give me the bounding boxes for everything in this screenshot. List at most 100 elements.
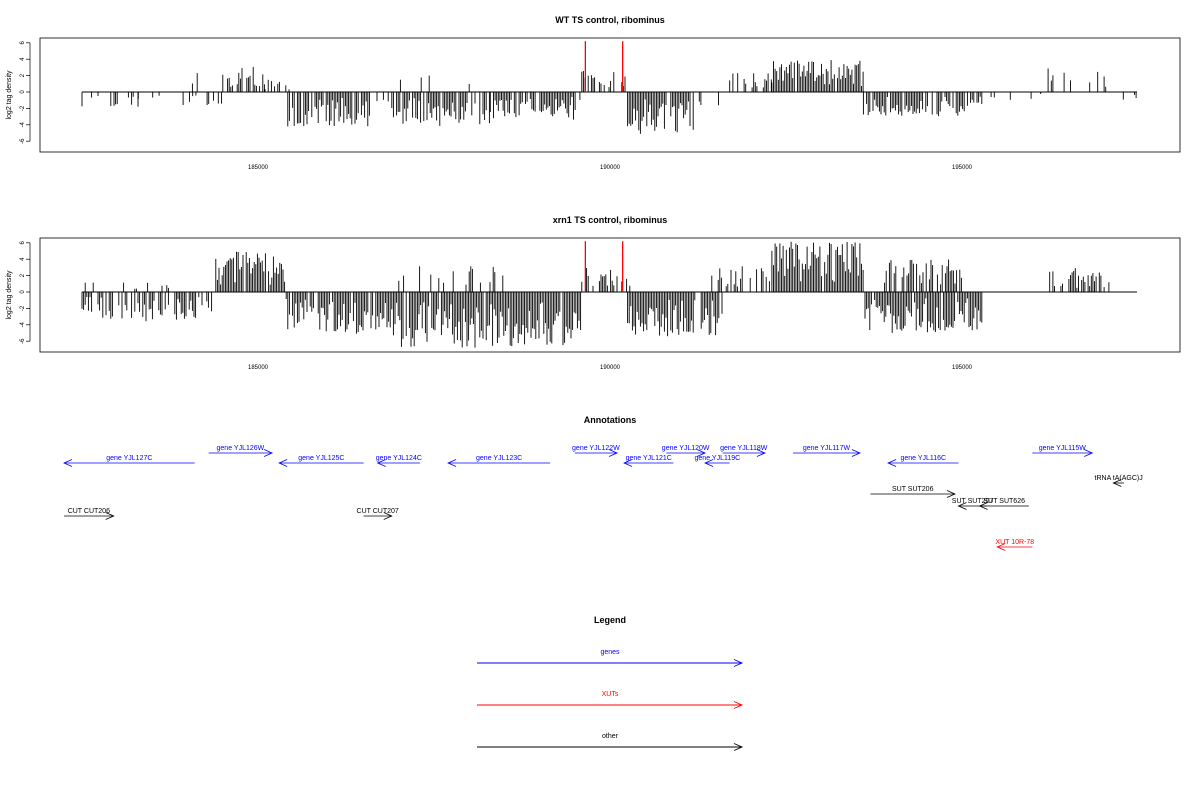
feature-label: gene YJL124C — [376, 455, 422, 462]
y-tick-label: -6 — [20, 138, 26, 144]
arrow-head-icon — [733, 659, 744, 667]
feature-label: gene YJL117W — [803, 445, 851, 452]
x-tick-label: 185000 — [248, 165, 269, 171]
x-tick-label: 195000 — [952, 165, 973, 171]
y-tick-label: 0 — [20, 90, 26, 94]
panel-wt-yaxis: 6 4 2 0 -2 -4 -6 — [20, 40, 31, 144]
feature-label: gene YJL120W — [662, 445, 710, 452]
y-tick-label: 0 — [20, 290, 26, 294]
panel-xrn1-xaxis: 185000 190000 195000 — [248, 365, 973, 371]
legend-entry: XUTs — [477, 691, 744, 709]
annotation-feature: SUT SUT626 — [978, 498, 1029, 510]
feature-label: tRNA tA(AGC)J — [1095, 475, 1143, 482]
annotation-feature: gene YJL118W — [720, 445, 768, 457]
annotation-feature: gene YJL117W — [793, 445, 861, 457]
feature-label: gene YJL125C — [298, 455, 344, 462]
x-tick-label: 190000 — [600, 165, 621, 171]
annotation-feature: gene YJL115W — [1032, 445, 1094, 457]
arrow-head-icon — [1112, 479, 1122, 487]
panel-xrn1-frame — [39, 237, 1181, 353]
feature-label: SUT SUT626 — [983, 498, 1025, 505]
panel-xrn1: xrn1 TS control, ribominus log2 tag dens… — [6, 215, 1181, 371]
feature-label: SUT SUT207 — [952, 498, 994, 505]
annotation-feature: gene YJL125C — [278, 455, 364, 467]
arrow-head-icon — [696, 449, 707, 457]
y-tick-label: -4 — [20, 121, 26, 127]
feature-label: gene YJL126W — [217, 445, 265, 452]
arrow-head-icon — [447, 459, 457, 467]
panel-xrn1-title: xrn1 TS control, ribominus — [553, 215, 668, 225]
feature-label: gene YJL119C — [695, 455, 741, 462]
legend-label: other — [602, 733, 619, 740]
arrow-head-icon — [608, 449, 619, 457]
arrow-head-icon — [733, 743, 744, 751]
feature-label: gene YJL122W — [572, 445, 620, 452]
y-tick-label: -6 — [20, 338, 26, 344]
feature-label: SUT SUT206 — [892, 486, 934, 493]
annotation-feature: gene YJL116C — [887, 455, 959, 467]
arrow-head-icon — [278, 459, 288, 467]
annotation-feature: gene YJL122W — [572, 445, 620, 457]
arrow-head-icon — [996, 543, 1006, 551]
annotation-feature: SUT SUT206 — [870, 486, 956, 498]
arrow-head-icon — [1084, 449, 1094, 457]
annotations-track: gene YJL127C gene YJL126W gene YJL125C gene… — [63, 445, 1143, 551]
feature-label: XUT 10R-78 — [995, 539, 1034, 546]
arrow-head-icon — [704, 459, 714, 467]
y-tick-label: -2 — [20, 105, 26, 111]
legend-title: Legend — [594, 615, 626, 625]
arrow-head-icon — [263, 449, 274, 457]
panel-wt-frame — [39, 37, 1181, 153]
y-tick-label: 2 — [20, 73, 26, 77]
feature-label: gene YJL121C — [626, 455, 672, 462]
annotation-feature: gene YJL121C — [623, 455, 674, 467]
legend-entry: genes — [477, 649, 744, 667]
panel-xrn1-yaxis: 6 4 2 0 -2 -4 -6 — [20, 240, 31, 344]
annotation-feature: XUT 10R-78 — [995, 539, 1034, 551]
y-tick-label: -2 — [20, 305, 26, 311]
arrow-head-icon — [376, 459, 386, 467]
annotation-feature: gene YJL126W — [208, 445, 274, 457]
legend-entry: other — [477, 733, 744, 751]
annotation-feature: gene YJL120W — [662, 445, 710, 457]
arrow-head-icon — [756, 449, 766, 457]
arrow-head-icon — [623, 459, 633, 467]
legend-label: genes — [600, 649, 620, 656]
legend: Legend genes XUTs other — [477, 615, 744, 751]
feature-label: gene YJL123C — [476, 455, 522, 462]
legend-entries: genes XUTs other — [477, 649, 744, 751]
y-tick-label: 2 — [20, 273, 26, 277]
panel-wt-bars — [81, 41, 1137, 134]
arrow-head-icon — [105, 512, 115, 520]
y-tick-label: 6 — [20, 240, 26, 244]
arrow-head-icon — [383, 512, 393, 520]
feature-label: gene YJL127C — [106, 455, 152, 462]
panel-xrn1-bars — [81, 241, 1137, 348]
arrow-head-icon — [887, 459, 897, 467]
annotations-title: Annotations — [584, 415, 637, 425]
x-tick-label: 185000 — [248, 365, 269, 371]
annotation-feature: gene YJL123C — [447, 455, 551, 467]
arrow-head-icon — [63, 459, 73, 467]
annotation-feature: CUT CUT207 — [357, 508, 399, 520]
arrow-head-icon — [978, 502, 988, 510]
panel-wt-title: WT TS control, ribominus — [555, 15, 665, 25]
feature-label: gene YJL115W — [1039, 445, 1087, 452]
arrow-head-icon — [851, 449, 861, 457]
y-tick-label: -4 — [20, 321, 26, 327]
annotation-feature: gene YJL119C — [695, 455, 741, 467]
panel-wt: WT TS control, ribominus log2 tag densit… — [6, 15, 1181, 171]
feature-label: gene YJL116C — [900, 455, 946, 462]
feature-label: CUT CUT207 — [357, 508, 399, 515]
panel-wt-xaxis: 185000 190000 195000 — [248, 165, 973, 171]
annotation-feature: gene YJL127C — [63, 455, 195, 467]
arrow-head-icon — [957, 502, 967, 510]
arrow-head-icon — [946, 490, 956, 498]
annotation-feature: gene YJL124C — [376, 455, 422, 467]
y-tick-label: 6 — [20, 40, 26, 44]
legend-label: XUTs — [602, 691, 619, 698]
annotation-feature: tRNA tA(AGC)J — [1095, 475, 1143, 487]
arrow-head-icon — [733, 701, 744, 709]
